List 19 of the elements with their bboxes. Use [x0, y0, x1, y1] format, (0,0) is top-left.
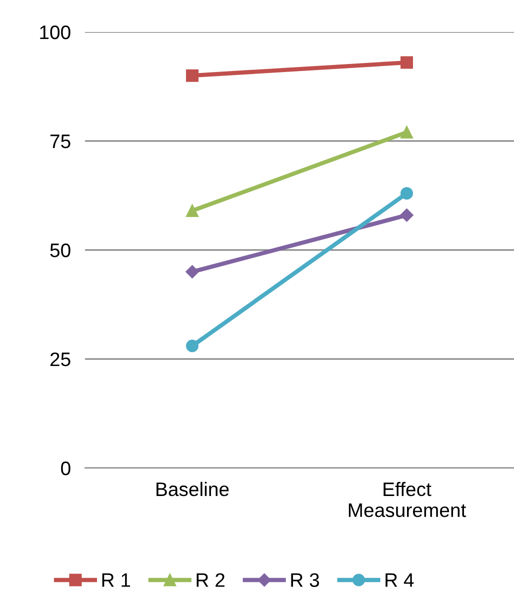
y-tick-label: 50 [50, 243, 70, 258]
y-tick-label: 0 [61, 461, 70, 476]
point [400, 126, 413, 139]
legend-label: R 4 [386, 573, 414, 587]
x-tick-label: Effect Measurement [348, 482, 466, 518]
point [400, 208, 414, 222]
point [186, 340, 198, 352]
y-tick-label: 25 [50, 352, 70, 366]
point [186, 265, 199, 278]
point [400, 56, 413, 69]
legend-label: R 1 [102, 573, 130, 587]
y-tick-label: 100 [40, 25, 70, 40]
point [186, 69, 198, 82]
legend-label: R 3 [291, 573, 319, 587]
y-tick-label: 75 [50, 134, 70, 148]
point [186, 204, 198, 218]
point [400, 187, 413, 200]
x-tick-label: Baseline [156, 482, 229, 496]
legend-label: R 2 [196, 573, 224, 587]
